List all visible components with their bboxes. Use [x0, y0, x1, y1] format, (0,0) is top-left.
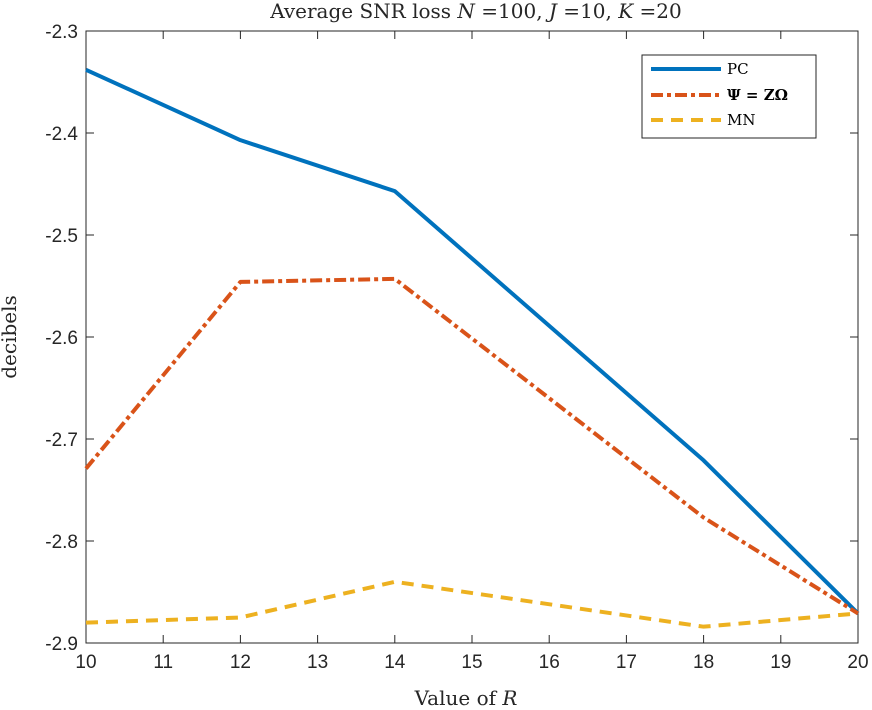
legend: PC Ψ = ZΩ MN: [641, 54, 817, 139]
x-tick-label: 12: [230, 652, 251, 673]
y-tick-label: -2.8: [45, 532, 78, 553]
x-axis: 10 11 12 13 14 15 16 17 18 19 20: [75, 31, 869, 673]
legend-label-psi: Ψ = ZΩ: [727, 86, 788, 104]
y-tick-label: -2.4: [45, 124, 78, 145]
x-tick-label: 15: [461, 652, 482, 673]
y-axis-label: decibels: [0, 295, 21, 379]
legend-label-pc: PC: [727, 60, 749, 78]
x-tick-label: 18: [693, 652, 714, 673]
y-tick-label: -2.9: [45, 634, 78, 655]
x-axis-label: Value of R: [414, 686, 518, 710]
x-tick-label: 13: [307, 652, 328, 673]
y-axis: -2.3 -2.4 -2.5 -2.6 -2.7 -2.8 -2.9: [45, 22, 858, 655]
y-tick-label: -2.3: [45, 22, 78, 43]
series-line-mn: [85, 579, 859, 629]
chart-title: Average SNR loss N =100, J =10, K =20: [269, 0, 682, 23]
y-tick-label: -2.7: [45, 430, 78, 451]
y-tick-label: -2.5: [45, 226, 78, 247]
series-line-psi-z-omega: [84, 276, 860, 616]
x-tick-label: 19: [770, 652, 791, 673]
x-tick-label: 10: [75, 652, 96, 673]
x-tick-label: 20: [847, 652, 868, 673]
y-tick-label: -2.6: [45, 328, 78, 349]
x-tick-label: 14: [384, 652, 406, 673]
series-lines: [84, 67, 860, 629]
x-tick-label: 17: [616, 652, 637, 673]
x-tick-label: 16: [539, 652, 560, 673]
x-tick-label: 11: [153, 652, 173, 673]
legend-label-mn: MN: [727, 111, 755, 129]
